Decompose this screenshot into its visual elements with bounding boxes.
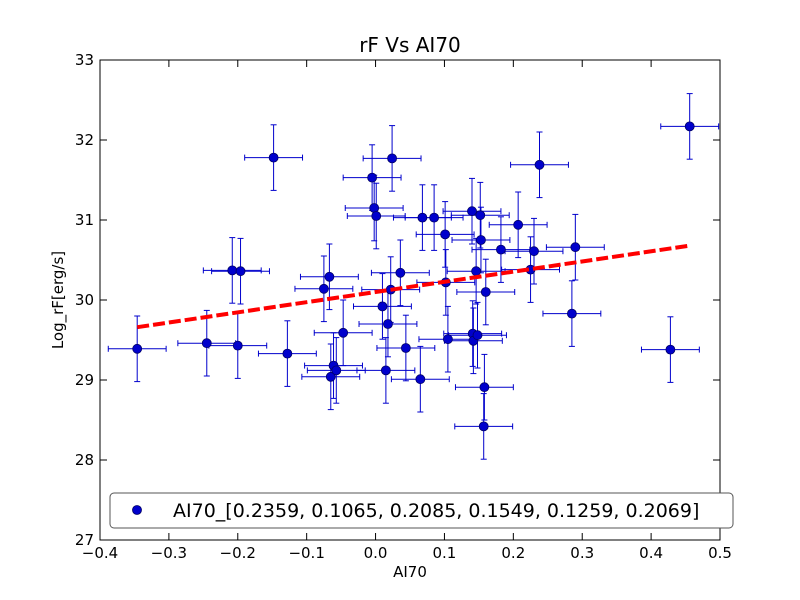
x-tick-label: 0.1: [433, 544, 457, 562]
data-point: [471, 266, 482, 277]
chart-title: rF Vs AI70: [359, 33, 461, 57]
data-point: [476, 235, 486, 245]
data-point: [566, 308, 577, 319]
data-point: [478, 421, 489, 432]
legend: AI70_[0.2359, 0.1065, 0.2085, 0.1549, 0.…: [109, 492, 734, 529]
data-point: [513, 219, 524, 230]
data-point: [417, 212, 428, 223]
data-point: [570, 242, 581, 253]
fit-line: [136, 243, 690, 330]
y-tick-label: 27: [75, 531, 94, 549]
legend-marker: [132, 505, 142, 515]
x-tick-label: −0.2: [220, 544, 256, 562]
data-point: [665, 344, 676, 355]
data-point: [440, 229, 451, 240]
data-point: [331, 365, 342, 376]
data-point: [235, 266, 246, 277]
x-tick-label: −0.3: [151, 544, 187, 562]
legend-box: [109, 492, 734, 529]
x-tick-label: 0.5: [708, 544, 732, 562]
x-tick-label: 0.2: [501, 544, 525, 562]
data-point: [268, 152, 279, 163]
data-point: [387, 153, 397, 164]
data-point: [442, 334, 453, 345]
data-point: [324, 271, 335, 282]
data-point: [369, 203, 380, 213]
y-tick-label: 30: [75, 291, 94, 309]
data-point: [201, 338, 212, 349]
data-point: [429, 212, 440, 223]
y-tick-label: 29: [75, 371, 94, 389]
data-point: [480, 287, 491, 297]
y-tick-label: 33: [75, 51, 94, 69]
data-point: [534, 159, 545, 170]
plot-content: [107, 93, 720, 460]
plot-inner: [107, 93, 720, 460]
data-point: [529, 246, 539, 257]
data-point: [227, 265, 238, 276]
y-tick-label: 31: [75, 211, 94, 229]
y-axis-label: Log_rF[erg/s]: [49, 251, 68, 349]
data-point: [232, 340, 243, 351]
data-point: [475, 210, 486, 221]
y-tick-label: 32: [75, 131, 94, 149]
data-point: [472, 330, 483, 341]
data-point: [496, 244, 506, 255]
x-tick-label: −0.4: [82, 544, 118, 562]
x-tick-label: 0.4: [639, 544, 663, 562]
x-tick-label: 0.0: [364, 544, 388, 562]
legend-label: AI70_[0.2359, 0.1065, 0.2085, 0.1549, 0.…: [173, 500, 699, 522]
data-point: [377, 301, 388, 312]
x-tick-label: −0.1: [288, 544, 324, 562]
data-point: [325, 371, 336, 382]
y-tick-label: 28: [75, 451, 94, 469]
data-point: [318, 283, 329, 294]
data-point: [684, 121, 695, 132]
data-point: [371, 211, 382, 221]
data-point: [132, 343, 143, 354]
data-point: [395, 267, 406, 278]
x-axis-label: AI70: [393, 563, 427, 581]
axis-ticks: −0.4 −0.3 −0.2 −0.1 0.0 0.1 0.2 0.3 0.4 0.5 27 28 29…: [75, 51, 732, 562]
data-point: [282, 348, 293, 359]
data-point: [400, 343, 411, 353]
data-point: [367, 172, 378, 183]
data-point: [338, 327, 349, 338]
data-point: [479, 382, 490, 393]
data-point: [380, 365, 391, 376]
data-point: [383, 319, 393, 329]
data-point: [415, 374, 426, 385]
x-tick-label: 0.3: [570, 544, 594, 562]
data-point: [467, 206, 477, 217]
